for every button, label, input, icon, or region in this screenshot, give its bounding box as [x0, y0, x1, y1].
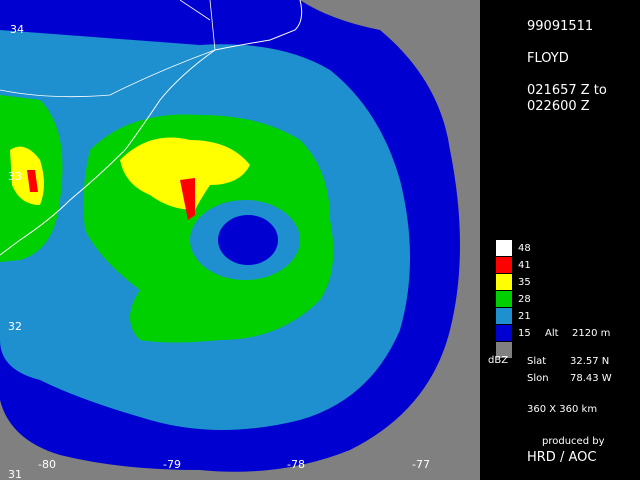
- lon-label-79: -79: [163, 458, 181, 471]
- slon-value: 78.43 W: [570, 373, 612, 384]
- extent-label: 360 X 360 km: [527, 404, 598, 415]
- legend-label-48: 48: [518, 243, 531, 254]
- legend-swatch-21: [496, 308, 512, 324]
- time-range-end: 022600 Z: [527, 99, 590, 114]
- lon-label-78: -78: [287, 458, 305, 471]
- legend-swatch-15: [496, 325, 512, 341]
- slat-label: Slat: [527, 356, 547, 367]
- state-border: [0, 49, 216, 98]
- lon-label-77: -77: [412, 458, 430, 471]
- legend-swatch-28: [496, 291, 512, 307]
- storm-name: FLOYD: [527, 51, 569, 66]
- time-range-start: 021657 Z to: [527, 83, 607, 98]
- legend-swatch-nodata: [496, 342, 512, 358]
- slat-value: 32.57 N: [570, 356, 610, 367]
- reflectivity-41-region: [180, 178, 195, 220]
- legend-swatch-41: [496, 257, 512, 273]
- unit-label: dBZ: [488, 355, 509, 366]
- legend-label-35: 35: [518, 277, 531, 288]
- date-label: 99091511: [527, 19, 594, 34]
- state-border-2: [179, 0, 216, 51]
- reflectivity-41-region-west: [27, 170, 38, 192]
- organization-label: HRD / AOC: [527, 450, 597, 465]
- lon-label-80: -80: [38, 458, 56, 471]
- lat-label-34: 34: [10, 23, 24, 36]
- reflectivity-35-region: [120, 137, 250, 210]
- produced-by-label: produced by: [542, 436, 605, 447]
- legend-swatch-48: [496, 240, 512, 256]
- legend-swatch-35: [496, 274, 512, 290]
- legend-label-41: 41: [518, 260, 531, 271]
- alt-value: 2120 m: [572, 328, 611, 339]
- lat-label-33: 33: [8, 170, 22, 183]
- legend-label-21: 21: [518, 311, 531, 322]
- alt-label: Alt: [545, 328, 559, 339]
- radar-map: 34 33 32 31 -80 -79 -78 -77: [0, 0, 480, 480]
- lat-label-31: 31: [8, 468, 22, 480]
- info-panel: 99091511 FLOYD 021657 Z to 022600 Z 48 4…: [480, 0, 640, 480]
- legend-label-28: 28: [518, 294, 531, 305]
- lat-label-32: 32: [8, 320, 22, 333]
- slon-label: Slon: [527, 373, 549, 384]
- hurricane-eye: [218, 215, 278, 265]
- legend-label-15: 15: [518, 328, 531, 339]
- coastline: [0, 0, 303, 256]
